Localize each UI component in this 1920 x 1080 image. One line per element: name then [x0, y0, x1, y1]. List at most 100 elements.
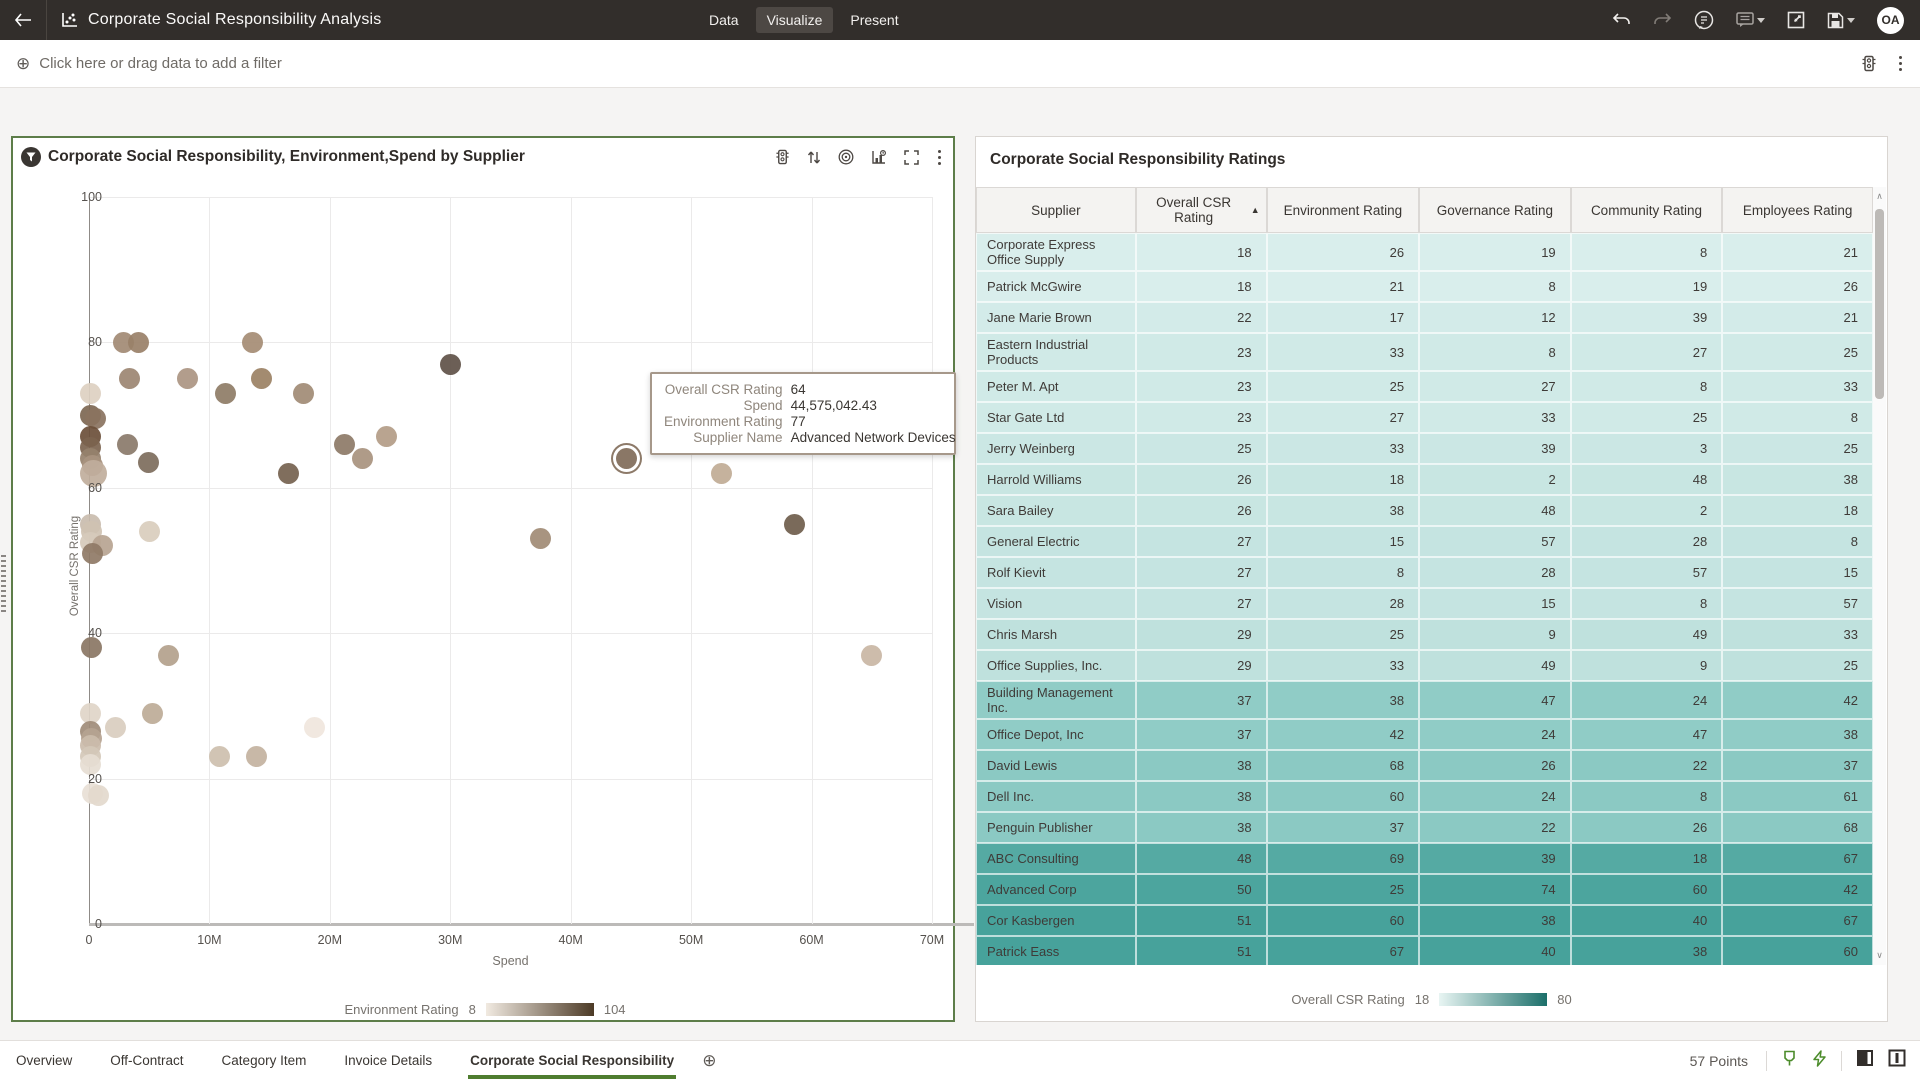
focus-icon[interactable] — [838, 149, 854, 165]
back-button[interactable] — [0, 0, 46, 40]
table-cell-value[interactable]: 48 — [1570, 464, 1723, 495]
table-cell-value[interactable]: 18 — [1266, 464, 1420, 495]
table-cell-value[interactable]: 25 — [1266, 371, 1420, 402]
column-header-supplier[interactable]: Supplier — [976, 187, 1136, 233]
table-cell-value[interactable]: 2 — [1570, 495, 1723, 526]
scrollbar-thumb[interactable] — [1875, 209, 1884, 399]
table-cell-value[interactable]: 37 — [1135, 681, 1267, 719]
scatter-chart-card[interactable]: Corporate Social Responsibility, Environ… — [11, 136, 975, 1022]
redo-icon[interactable] — [1653, 12, 1672, 28]
table-cell-supplier[interactable]: Jerry Weinberg — [976, 433, 1136, 464]
highlighted-data-point[interactable] — [615, 448, 637, 470]
sort-icon[interactable] — [807, 150, 821, 165]
column-header-community-rating[interactable]: Community Rating — [1570, 187, 1723, 233]
data-point[interactable] — [242, 331, 264, 353]
canvas-tab-category-item[interactable]: Category Item — [221, 1052, 307, 1068]
table-cell-value[interactable]: 19 — [1419, 233, 1571, 271]
table-cell-value[interactable]: 51 — [1135, 905, 1267, 936]
table-cell-supplier[interactable]: Rolf Kievit — [976, 557, 1136, 588]
data-point[interactable] — [292, 382, 314, 404]
table-cell-value[interactable]: 69 — [1266, 843, 1420, 874]
table-cell-value[interactable]: 25 — [1135, 433, 1267, 464]
table-cell-value[interactable]: 33 — [1266, 333, 1420, 371]
data-point[interactable] — [117, 433, 139, 455]
table-cell-supplier[interactable]: Eastern Industrial Products — [976, 333, 1136, 371]
table-cell-value[interactable]: 27 — [1135, 588, 1267, 619]
data-point[interactable] — [88, 784, 110, 806]
table-cell-value[interactable]: 68 — [1722, 812, 1873, 843]
table-cell-value[interactable]: 38 — [1266, 495, 1420, 526]
toggle-left-panel-icon[interactable] — [1888, 1049, 1906, 1072]
table-cell-value[interactable]: 25 — [1722, 333, 1873, 371]
add-filter-target[interactable]: ⊕ Click here or drag data to add a filte… — [16, 55, 282, 72]
table-cell-value[interactable]: 8 — [1570, 371, 1723, 402]
table-cell-value[interactable]: 38 — [1135, 750, 1267, 781]
table-cell-value[interactable]: 8 — [1722, 402, 1873, 433]
table-cell-supplier[interactable]: Dell Inc. — [976, 781, 1136, 812]
table-cell-supplier[interactable]: General Electric — [976, 526, 1136, 557]
table-cell-value[interactable]: 25 — [1266, 874, 1420, 905]
table-cell-value[interactable]: 40 — [1419, 936, 1571, 965]
table-cell-value[interactable]: 37 — [1135, 719, 1267, 750]
table-cell-value[interactable]: 27 — [1570, 333, 1723, 371]
table-cell-value[interactable]: 47 — [1570, 719, 1723, 750]
table-cell-value[interactable]: 67 — [1722, 905, 1873, 936]
table-cell-value[interactable]: 26 — [1135, 464, 1267, 495]
table-cell-value[interactable]: 15 — [1722, 557, 1873, 588]
scatter-plot-area[interactable] — [79, 197, 975, 926]
table-cell-supplier[interactable]: Star Gate Ltd — [976, 402, 1136, 433]
table-cell-value[interactable]: 37 — [1722, 750, 1873, 781]
table-cell-value[interactable]: 57 — [1722, 588, 1873, 619]
table-cell-value[interactable]: 27 — [1135, 526, 1267, 557]
column-header-overall-csr-rating[interactable]: Overall CSR Rating ▲ — [1135, 187, 1267, 233]
scroll-down-icon[interactable]: ∨ — [1876, 950, 1883, 960]
maximize-icon[interactable] — [904, 149, 919, 165]
data-point[interactable] — [127, 331, 149, 353]
table-cell-value[interactable]: 67 — [1722, 843, 1873, 874]
table-cell-value[interactable]: 25 — [1722, 650, 1873, 681]
table-cell-value[interactable]: 26 — [1722, 271, 1873, 302]
table-cell-value[interactable]: 49 — [1570, 619, 1723, 650]
table-cell-value[interactable]: 12 — [1419, 302, 1571, 333]
table-cell-value[interactable]: 25 — [1266, 619, 1420, 650]
table-cell-value[interactable]: 60 — [1266, 781, 1420, 812]
table-cell-value[interactable]: 9 — [1570, 650, 1723, 681]
table-cell-value[interactable]: 48 — [1135, 843, 1267, 874]
table-cell-value[interactable]: 26 — [1266, 233, 1420, 271]
table-cell-value[interactable]: 42 — [1722, 874, 1873, 905]
table-scrollbar[interactable]: ∧ ∨ — [1873, 187, 1886, 965]
table-cell-value[interactable]: 47 — [1419, 681, 1571, 719]
table-cell-value[interactable]: 25 — [1570, 402, 1723, 433]
table-cell-value[interactable]: 26 — [1419, 750, 1571, 781]
table-cell-value[interactable]: 24 — [1570, 681, 1723, 719]
table-cell-supplier[interactable]: Corporate Express Office Supply — [976, 233, 1136, 271]
data-point[interactable] — [351, 448, 373, 470]
table-cell-supplier[interactable]: Office Supplies, Inc. — [976, 650, 1136, 681]
undo-icon[interactable] — [1612, 12, 1631, 28]
table-cell-value[interactable]: 61 — [1722, 781, 1873, 812]
table-cell-value[interactable]: 8 — [1570, 781, 1723, 812]
splitter-grip[interactable] — [1, 555, 6, 615]
table-cell-value[interactable]: 57 — [1419, 526, 1571, 557]
table-cell-value[interactable]: 68 — [1266, 750, 1420, 781]
chart-type-icon[interactable] — [871, 149, 887, 165]
table-cell-supplier[interactable]: Sara Bailey — [976, 495, 1136, 526]
save-menu[interactable] — [1827, 12, 1855, 29]
chart-filter-badge-icon[interactable] — [21, 147, 41, 167]
canvas-tab-off-contract[interactable]: Off-Contract — [110, 1052, 184, 1068]
data-point[interactable] — [278, 462, 300, 484]
table-cell-supplier[interactable]: Building Management Inc. — [976, 681, 1136, 719]
table-cell-value[interactable]: 18 — [1135, 233, 1267, 271]
comments-menu[interactable] — [1736, 12, 1765, 28]
chart-menu-icon[interactable] — [936, 148, 943, 167]
filter-bar-menu-icon[interactable] — [1897, 54, 1904, 73]
data-point[interactable] — [530, 528, 552, 550]
table-cell-value[interactable]: 67 — [1266, 936, 1420, 965]
data-point[interactable] — [177, 368, 199, 390]
table-cell-value[interactable]: 8 — [1722, 526, 1873, 557]
table-cell-value[interactable]: 9 — [1419, 619, 1571, 650]
table-cell-value[interactable]: 60 — [1570, 874, 1723, 905]
table-cell-value[interactable]: 3 — [1570, 433, 1723, 464]
data-point[interactable] — [104, 717, 126, 739]
table-cell-supplier[interactable]: Chris Marsh — [976, 619, 1136, 650]
